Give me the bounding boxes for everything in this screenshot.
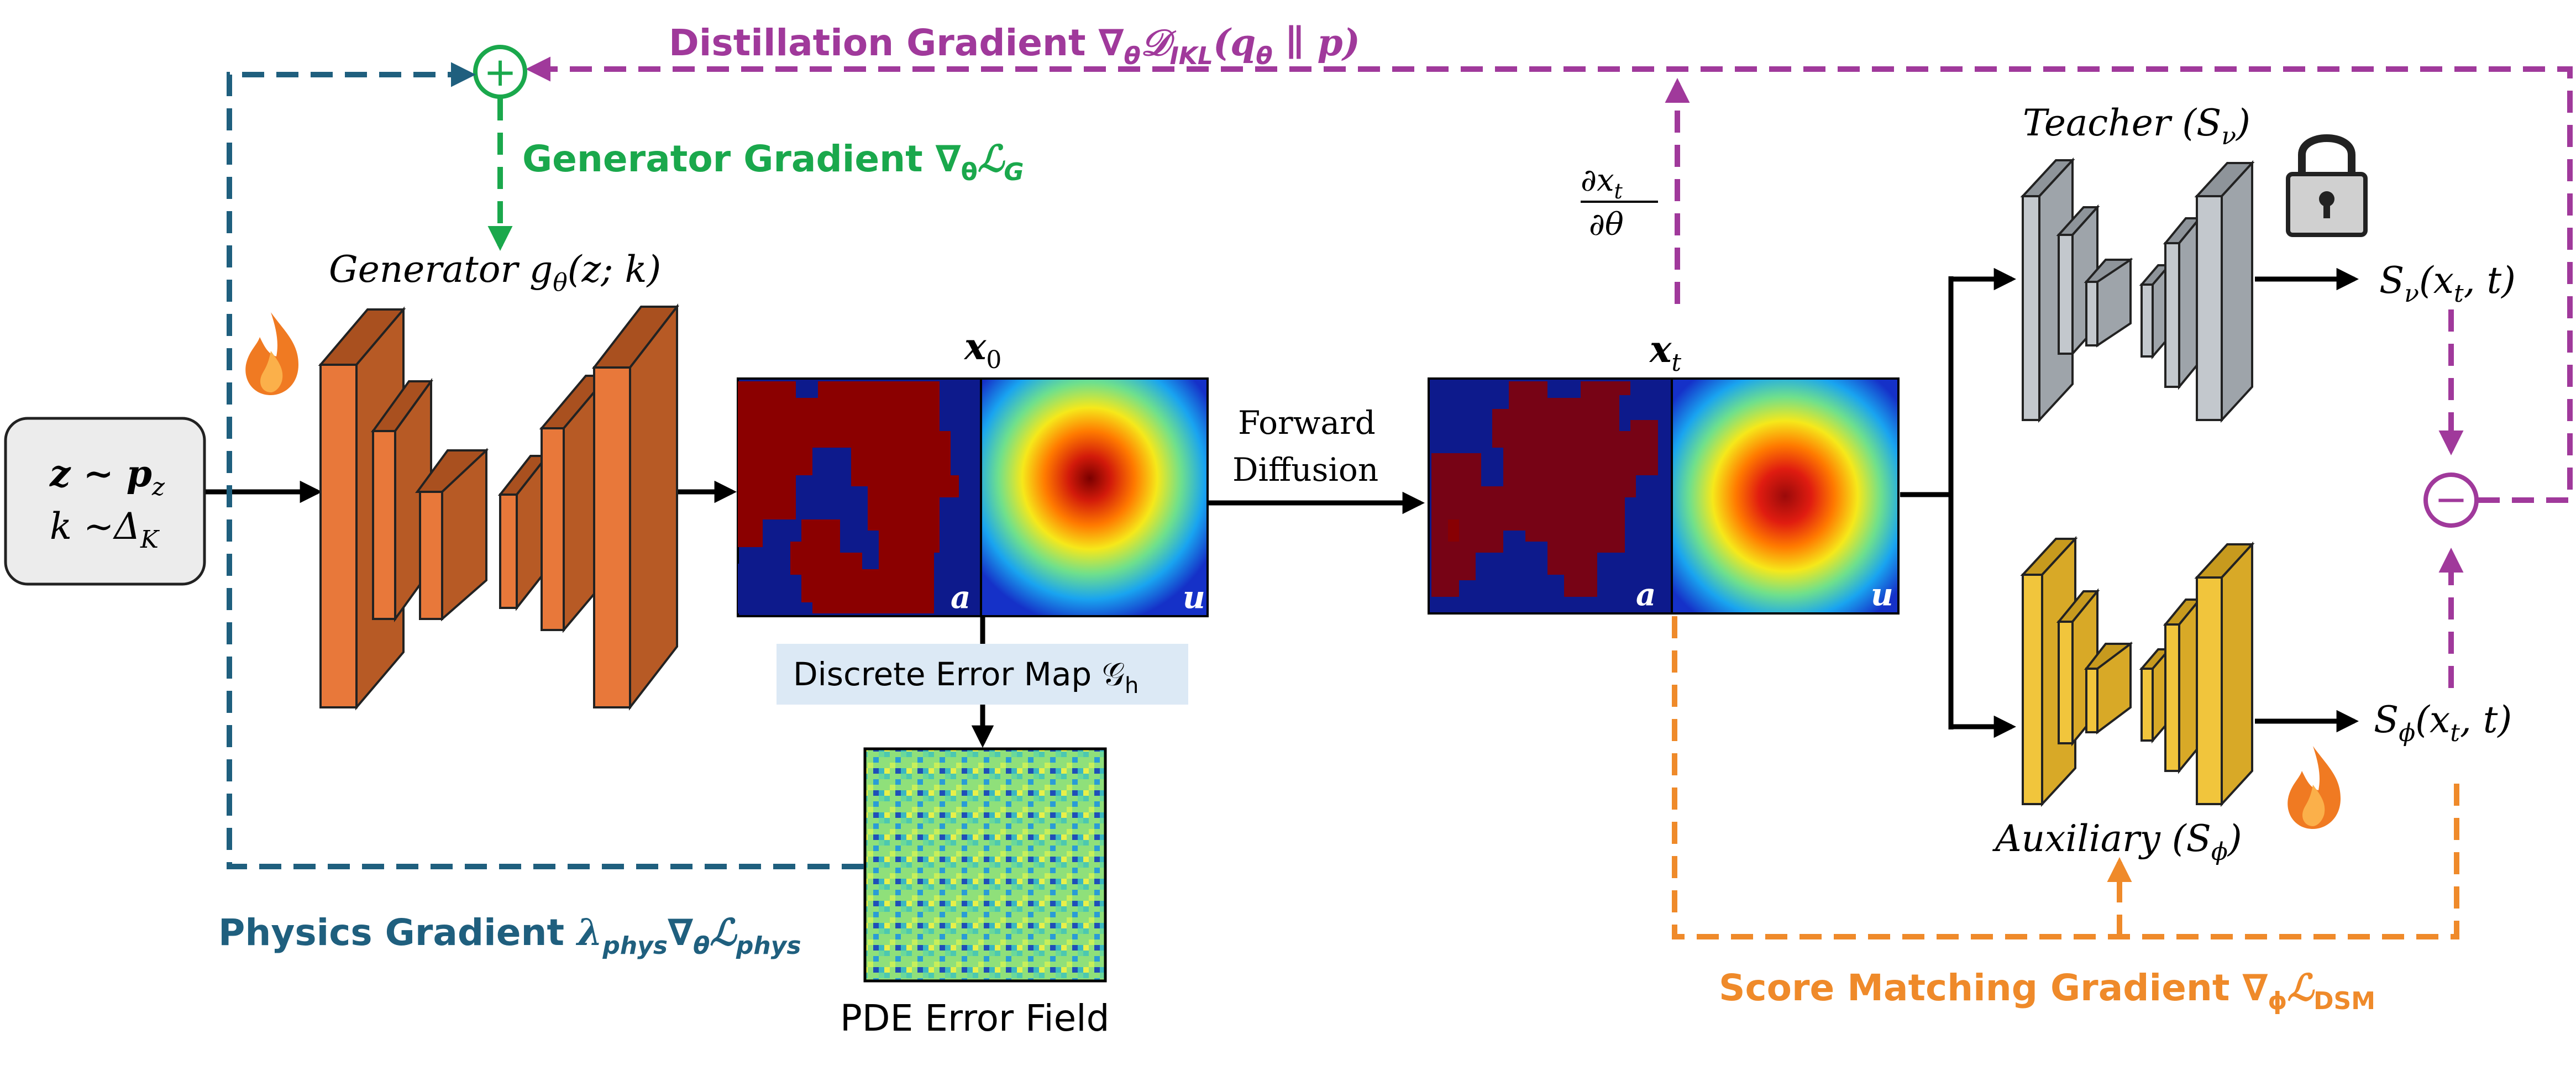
input-line1-sub: z xyxy=(151,473,165,501)
x0-field-u: u xyxy=(980,377,1209,617)
physics-gradient-path xyxy=(227,62,864,869)
svg-text:+: + xyxy=(484,49,517,95)
forward-diffusion-line1: Forward xyxy=(1238,404,1376,442)
auxiliary-output-label: Sϕ(xt, t) xyxy=(2374,699,2512,747)
teacher-label: Teacher (Sν) xyxy=(2023,102,2250,150)
xt-field-u-label: u xyxy=(1871,576,1893,613)
generator-block-3 xyxy=(415,448,489,622)
svg-text:k ∼ΔK: k ∼ΔK xyxy=(50,505,160,554)
input-line2-sub: K xyxy=(140,526,160,554)
generator-gradient-label: Generator Gradient ∇θℒG xyxy=(522,137,1024,186)
fire-icon xyxy=(245,312,298,395)
x0-field-a: a xyxy=(737,377,982,617)
error-map-label: Discrete Error Map 𝒢h xyxy=(777,644,1188,705)
pde-error-field-label: PDE Error Field xyxy=(840,997,1110,1040)
x0-field-u-label: u xyxy=(1183,579,1205,616)
xt-field-u: u xyxy=(1671,377,1900,615)
distillation-gradient-path xyxy=(526,56,2573,503)
svg-text:∂θ: ∂θ xyxy=(1589,207,1624,243)
xt-label: xt xyxy=(1649,328,1681,377)
input-line2: k ∼Δ xyxy=(50,505,140,548)
partial-derivative-label: ∂xt ∂θ xyxy=(1581,162,1658,243)
minus-circle-icon: − xyxy=(2423,473,2479,528)
xt-field-a: a xyxy=(1428,377,1678,615)
svg-text:∂xt: ∂xt xyxy=(1581,162,1623,203)
score-matching-path xyxy=(1672,616,2459,939)
auxiliary-label: Auxiliary (Sϕ) xyxy=(1992,817,2242,866)
distillation-gradient-label: Distillation Gradient ∇θ𝒟IKL(qθ ∥ p) xyxy=(669,21,1360,70)
svg-text:z ∼ pz: z ∼ pz xyxy=(49,452,165,501)
input-box: z ∼ pz k ∼ΔK xyxy=(4,417,206,586)
input-line1: z ∼ p xyxy=(49,452,152,495)
lock-icon xyxy=(2286,134,2368,237)
svg-text:−: − xyxy=(2435,476,2468,522)
branch-arrows xyxy=(1900,267,2017,738)
score-matching-gradient-label: Score Matching Gradient ∇ϕℒDSM xyxy=(1719,966,2375,1015)
teacher-network xyxy=(2020,157,2255,423)
svg-text:Discrete Error Map 𝒢h: Discrete Error Map 𝒢h xyxy=(793,655,1139,699)
teacher-output-label: Sν(xt, t) xyxy=(2379,259,2516,308)
x0-label: x0 xyxy=(963,325,1001,374)
auxiliary-network xyxy=(2020,536,2255,807)
generator-block-6 xyxy=(591,303,680,711)
generator-label: Generator gθ(z; k) xyxy=(329,248,661,297)
pde-error-field xyxy=(863,747,1107,983)
generator-network xyxy=(318,303,680,711)
fire-icon xyxy=(2288,746,2341,829)
forward-diffusion-line2: Diffusion xyxy=(1232,451,1378,489)
xt-field-a-label: a xyxy=(1636,576,1656,613)
x0-field-a-label: a xyxy=(951,579,970,616)
generator-block-4 xyxy=(497,453,550,611)
plus-circle-icon: + xyxy=(473,45,527,99)
physics-gradient-label: Physics Gradient λphys∇θℒphys xyxy=(218,911,801,960)
